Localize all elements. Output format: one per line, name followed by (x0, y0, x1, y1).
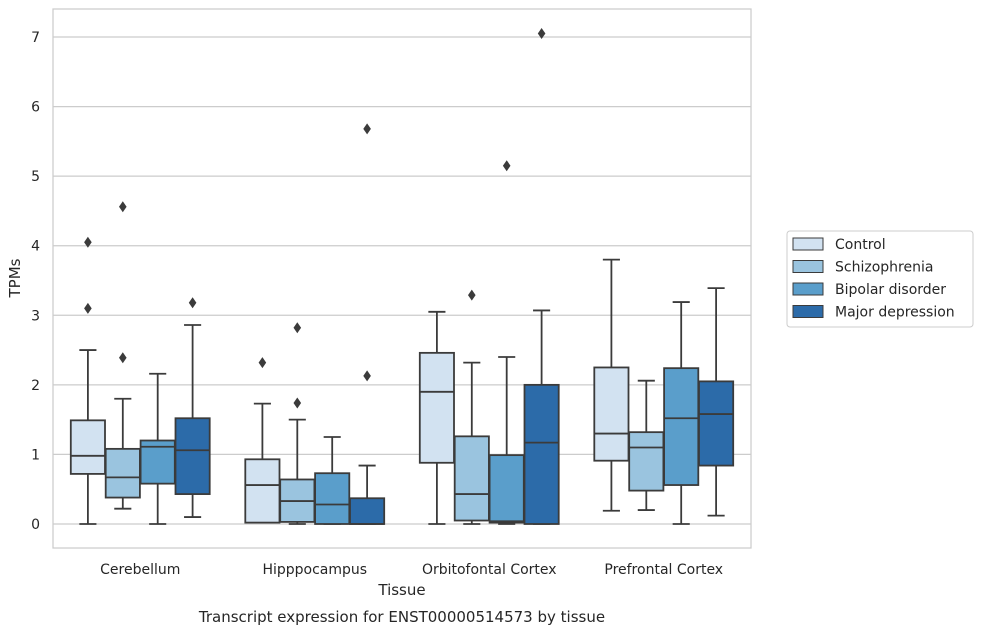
outlier-point (468, 289, 476, 301)
y-tick-label: 4 (31, 239, 40, 255)
outlier-point (502, 160, 511, 172)
box-1-2 (314, 436, 351, 525)
box-iqr (663, 367, 700, 486)
y-tick-label: 2 (31, 378, 40, 394)
box-2-1 (453, 289, 490, 525)
box-iqr (104, 447, 141, 499)
box-iqr (593, 366, 630, 462)
x-tick-label: Orbitofontal Cortex (422, 562, 557, 578)
box-iqr (628, 431, 665, 492)
legend-label: Schizophrenia (835, 260, 933, 276)
box-3-2 (663, 301, 700, 525)
box-2-0 (418, 310, 455, 525)
box-iqr (453, 435, 490, 522)
box-0-0 (69, 236, 106, 525)
box-3-0 (593, 258, 630, 512)
legend-swatch (792, 260, 824, 273)
y-tick-label: 5 (31, 169, 40, 185)
box-iqr (488, 454, 525, 524)
legend-label: Major depression (835, 305, 955, 321)
outlier-point (293, 322, 302, 334)
outlier-point (293, 397, 302, 409)
box-iqr (244, 458, 281, 524)
legend-label: Control (835, 237, 886, 253)
chart-caption: Transcript expression for ENST0000051457… (198, 608, 605, 626)
y-axis-ticks: 0 1 2 3 4 5 6 7 (31, 30, 40, 533)
plot-frame (52, 8, 752, 549)
box-0-3 (174, 297, 211, 518)
outlier-point (363, 123, 371, 135)
box-1-1 (279, 322, 316, 525)
legend-swatch (792, 305, 824, 318)
legend: Control Schizophrenia Bipolar disorder Majo… (786, 230, 974, 328)
box-iqr (69, 419, 106, 475)
x-tick-label: Hipppocampus (262, 562, 367, 578)
x-tick-label: Prefrontal Cortex (604, 562, 723, 578)
box-iqr (418, 351, 455, 464)
outlier-point (258, 357, 267, 369)
x-axis-label: Tissue (377, 581, 425, 599)
x-tick-label: Cerebellum (100, 562, 180, 578)
legend-frame (786, 230, 974, 328)
y-tick-label: 6 (31, 100, 40, 116)
outlier-point (84, 302, 92, 314)
outlier-point (363, 370, 371, 382)
y-axis-label: TPMs (6, 258, 24, 298)
box-iqr (349, 497, 386, 525)
outlier-point (188, 297, 197, 309)
y-tick-label: 0 (31, 517, 40, 533)
y-tick-label: 1 (31, 447, 40, 463)
box-iqr (314, 472, 351, 525)
box-2-2 (488, 160, 525, 525)
legend-swatch (792, 282, 824, 296)
box-1-3 (349, 123, 386, 525)
outlier-point (84, 236, 92, 248)
box-3-3 (698, 287, 735, 517)
outlier-point (119, 352, 127, 364)
outlier-point (537, 28, 546, 40)
box-iqr (698, 380, 735, 467)
y-tick-label: 3 (31, 308, 40, 324)
box-iqr (174, 417, 211, 495)
y-tick-label: 7 (31, 30, 40, 46)
box-0-1 (104, 201, 141, 510)
legend-swatch (792, 237, 824, 251)
x-axis-ticks: Cerebellum Hipppocampus Orbitofontal Corte… (100, 562, 723, 578)
box-2-3 (523, 28, 560, 525)
box-iqr (523, 383, 560, 525)
boxes-layer (69, 28, 735, 525)
legend-label: Bipolar disorder (835, 282, 946, 298)
outlier-point (119, 201, 127, 213)
